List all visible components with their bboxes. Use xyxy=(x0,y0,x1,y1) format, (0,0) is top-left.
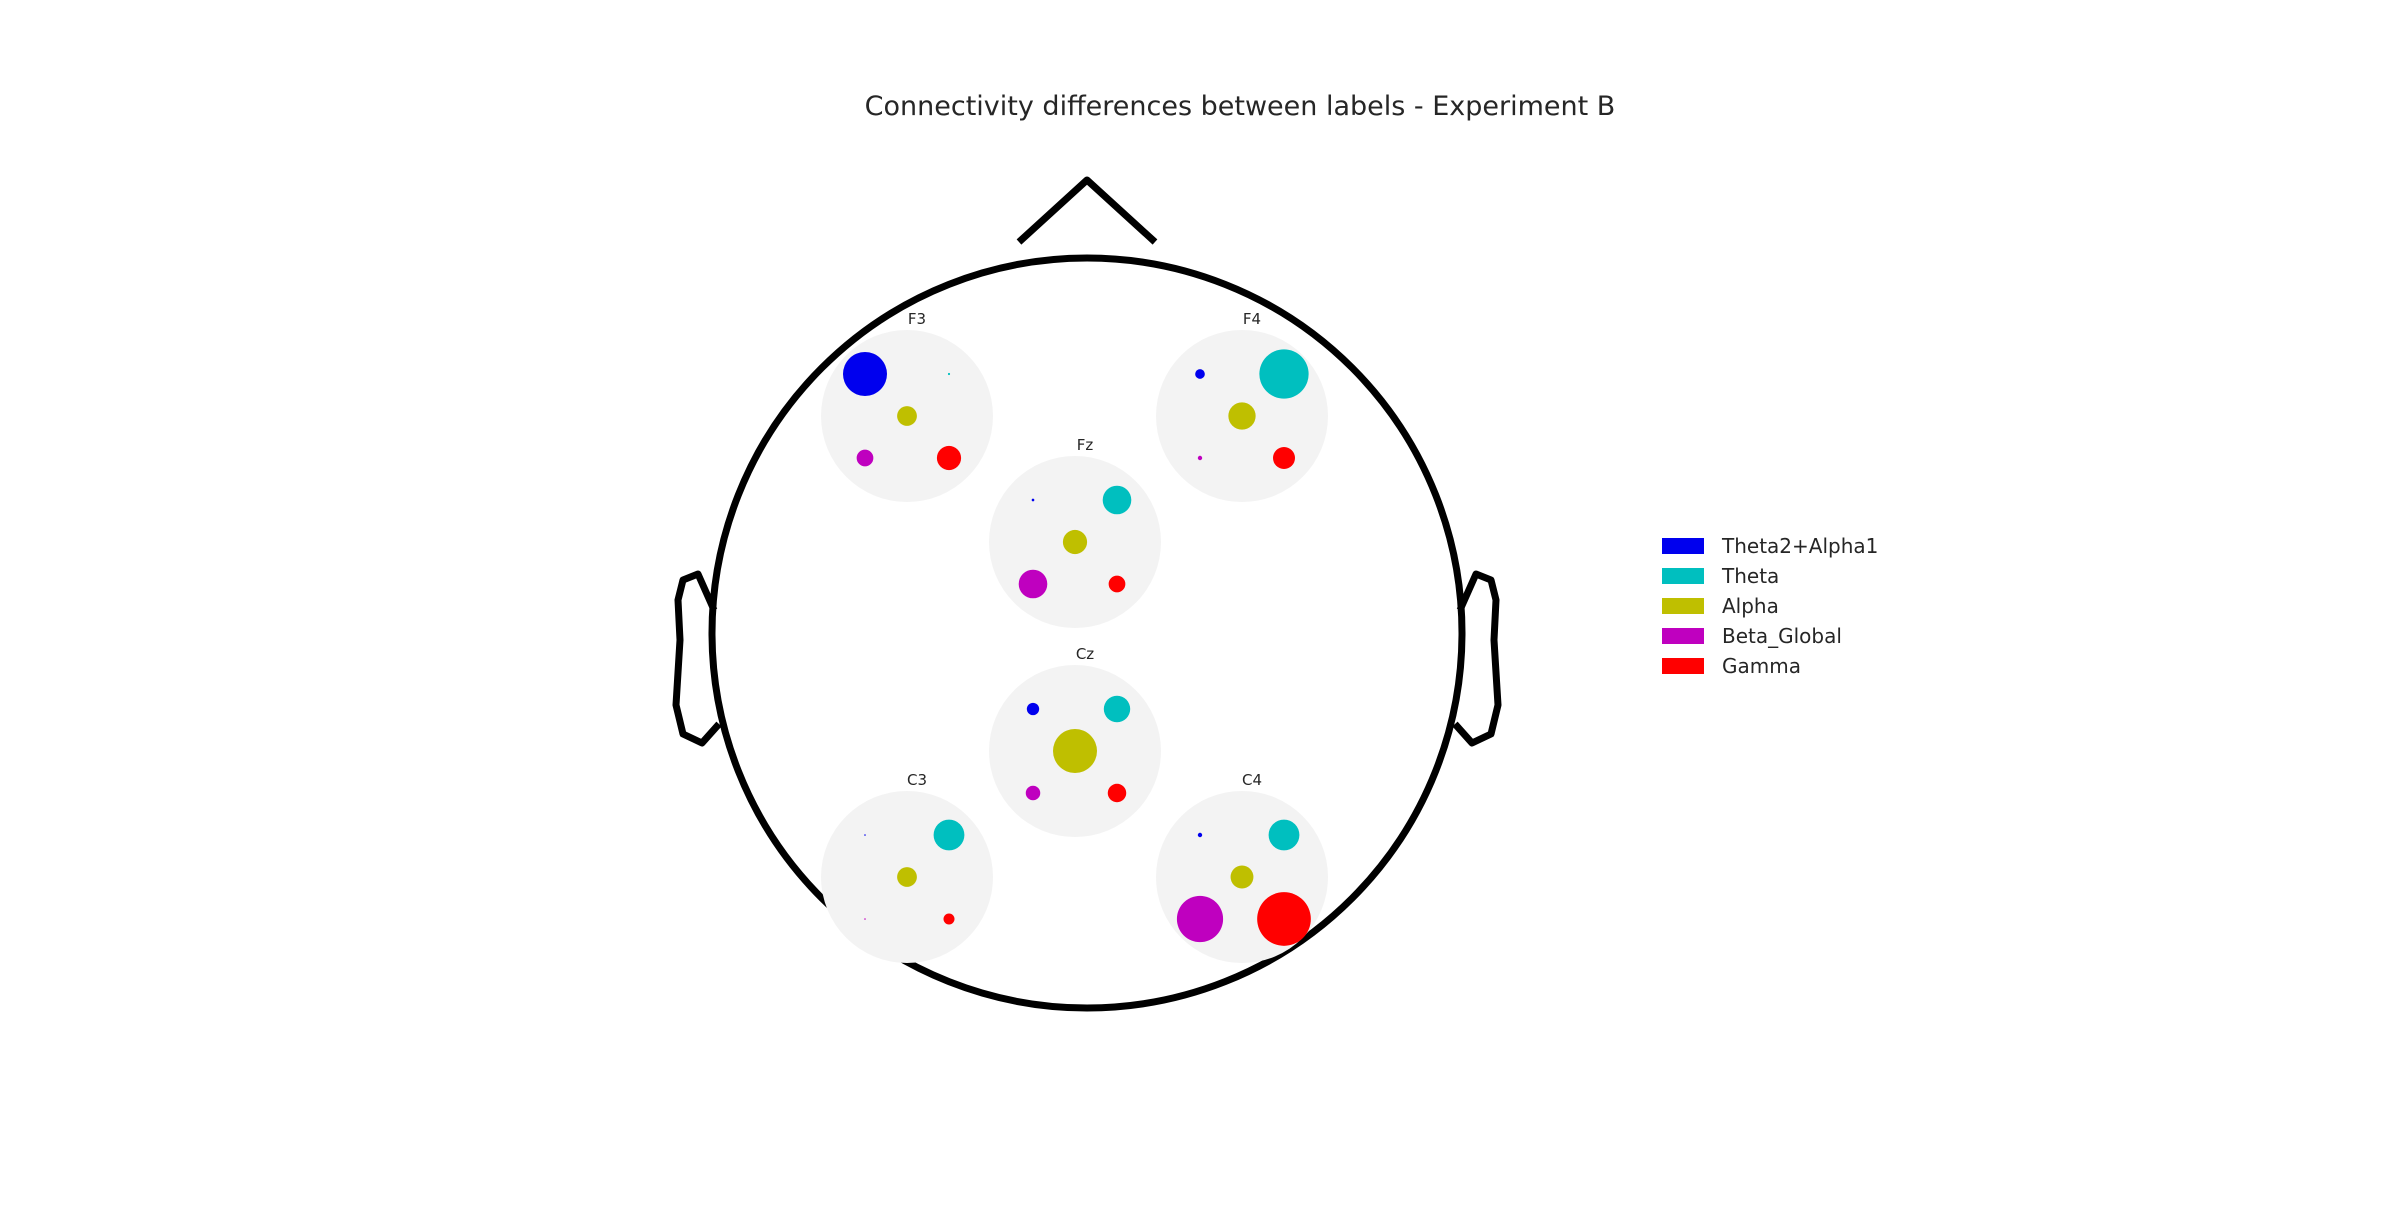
legend-swatch xyxy=(1662,598,1704,614)
electrode-label: F4 xyxy=(1243,310,1261,328)
head-outline xyxy=(672,176,1502,1012)
point-cz-beta-global xyxy=(1025,785,1041,801)
left-ear xyxy=(672,570,722,747)
electrode-label: Cz xyxy=(1076,645,1094,663)
legend-item-beta-global: Beta_Global xyxy=(1662,624,1842,648)
electrode-c4: C4 xyxy=(1156,771,1328,963)
point-c3-beta-global xyxy=(864,918,866,920)
legend-swatch xyxy=(1662,538,1704,554)
electrodes-layer: F3 F4 Fz Cz C3 C4 xyxy=(821,310,1328,963)
point-cz-gamma xyxy=(1107,783,1127,803)
legend-label: Gamma xyxy=(1722,654,1801,678)
point-cz-alpha xyxy=(1053,729,1097,773)
head-circle xyxy=(708,254,1466,1012)
right-ear xyxy=(1452,570,1502,747)
nose-shape xyxy=(1016,176,1158,245)
chart-title: Connectivity differences between labels … xyxy=(865,91,1616,122)
point-c4-alpha xyxy=(1230,865,1254,889)
legend-item-theta: Theta xyxy=(1662,564,1779,588)
electrode-f4: F4 xyxy=(1156,310,1328,502)
point-c4-theta2-alpha1 xyxy=(1197,832,1203,838)
point-f4-theta xyxy=(1259,349,1309,399)
point-c4-gamma xyxy=(1257,892,1311,946)
legend-item-alpha: Alpha xyxy=(1662,594,1779,618)
point-c3-theta2-alpha1 xyxy=(864,834,866,836)
legend-item-theta2-alpha1: Theta2+Alpha1 xyxy=(1662,534,1878,558)
legend-swatch xyxy=(1662,628,1704,644)
legend-label: Alpha xyxy=(1722,594,1779,618)
point-fz-alpha xyxy=(1062,529,1088,555)
point-c4-theta xyxy=(1268,819,1300,851)
electrode-label: Fz xyxy=(1077,436,1094,454)
legend-swatch xyxy=(1662,658,1704,674)
electrode-label: F3 xyxy=(908,310,926,328)
legend-label: Beta_Global xyxy=(1722,624,1842,648)
point-f3-theta xyxy=(947,372,951,376)
point-f4-gamma xyxy=(1273,447,1295,469)
point-fz-theta2-alpha1 xyxy=(1031,498,1035,502)
point-fz-gamma xyxy=(1108,575,1126,593)
point-f4-beta-global xyxy=(1197,455,1203,461)
legend-label: Theta2+Alpha1 xyxy=(1721,534,1878,558)
electrode-c3: C3 xyxy=(821,771,993,963)
point-fz-theta xyxy=(1102,485,1132,515)
point-f3-theta2-alpha1 xyxy=(843,352,887,396)
electrode-label: C4 xyxy=(1242,771,1262,789)
point-f3-gamma xyxy=(936,445,962,471)
point-c3-gamma xyxy=(943,913,955,925)
point-c4-beta-global xyxy=(1176,895,1224,943)
point-c3-alpha xyxy=(897,867,917,887)
point-f4-alpha xyxy=(1228,402,1256,430)
point-f4-theta2-alpha1 xyxy=(1195,369,1205,379)
legend-label: Theta xyxy=(1721,564,1779,588)
point-c3-theta xyxy=(933,819,965,851)
electrode-cz: Cz xyxy=(989,645,1161,837)
legend-item-gamma: Gamma xyxy=(1662,654,1801,678)
electrode-f3: F3 xyxy=(821,310,993,502)
point-f3-beta-global xyxy=(856,449,874,467)
point-f3-alpha xyxy=(897,406,917,426)
electrode-fz: Fz xyxy=(989,436,1161,628)
point-fz-beta-global xyxy=(1018,569,1048,599)
legend: Theta2+Alpha1 Theta Alpha Beta_Global Gamma xyxy=(1662,534,1878,678)
point-cz-theta xyxy=(1103,695,1131,723)
point-cz-theta2-alpha1 xyxy=(1026,702,1040,716)
electrode-label: C3 xyxy=(907,771,927,789)
legend-swatch xyxy=(1662,568,1704,584)
